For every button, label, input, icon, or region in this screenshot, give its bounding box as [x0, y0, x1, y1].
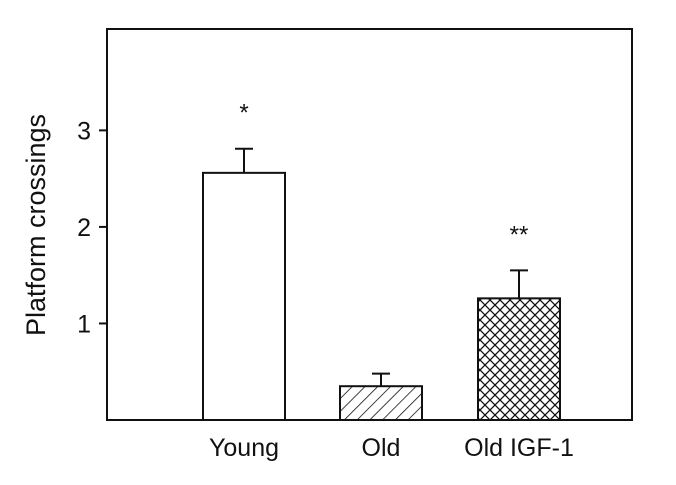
- bar-old-igf-1: [477, 297, 561, 422]
- significance-label-3: **: [510, 221, 529, 248]
- y-tick-label-3: 3: [77, 117, 91, 145]
- bar-old: [339, 385, 423, 421]
- bars-group: ***: [202, 100, 561, 422]
- bar-young: [202, 171, 286, 421]
- x-axis: Young Old Old IGF-1: [209, 434, 574, 462]
- significance-label-1: *: [239, 100, 248, 127]
- y-axis-title: Platform crossings: [21, 114, 51, 336]
- x-category-label-1: Young: [209, 434, 279, 462]
- y-tick-label-2: 2: [77, 214, 91, 242]
- y-tick-label-1: 1: [77, 310, 91, 338]
- x-category-label-3: Old IGF-1: [464, 434, 574, 462]
- y-axis: 1 2 3: [77, 117, 107, 338]
- x-category-label-2: Old: [362, 434, 401, 462]
